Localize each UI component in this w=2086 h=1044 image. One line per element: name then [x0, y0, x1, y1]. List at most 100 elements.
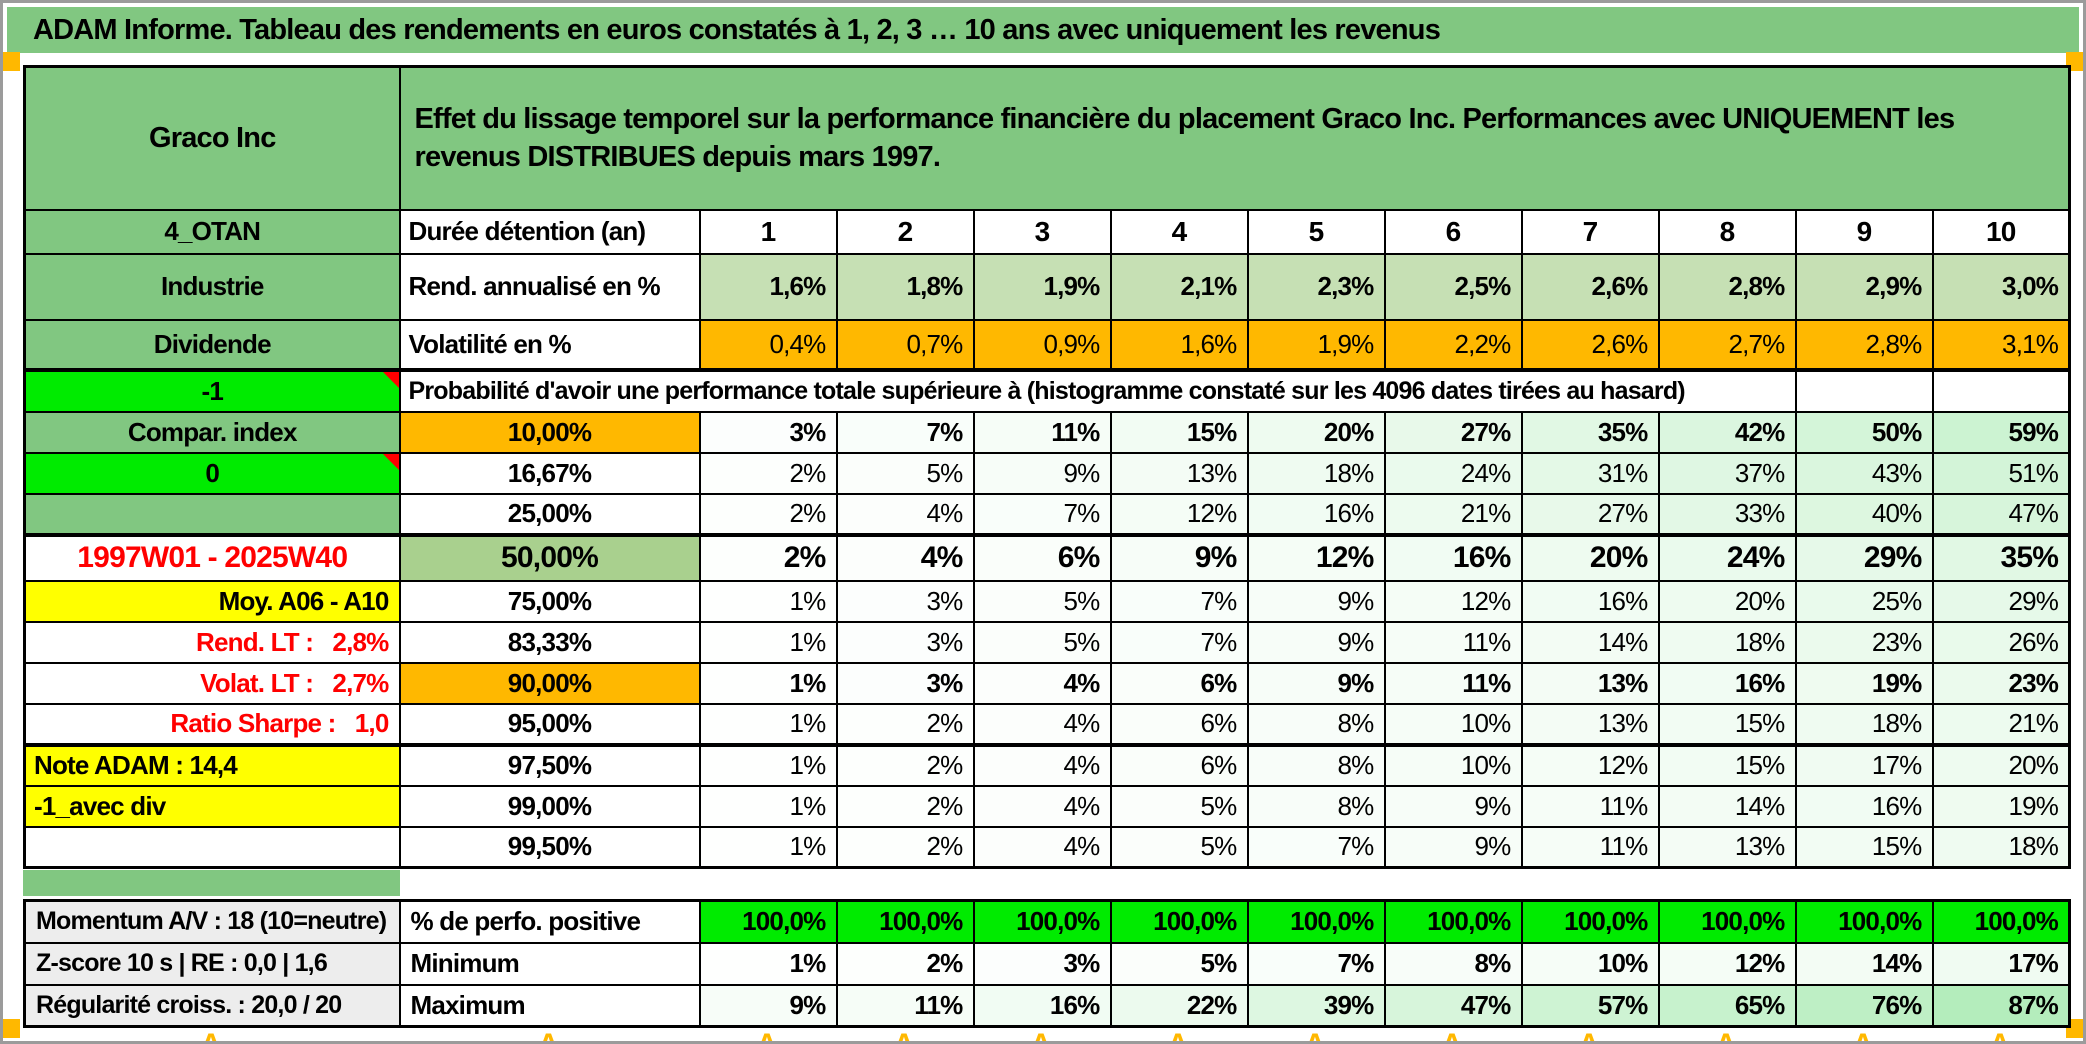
prob-value-cell[interactable]: 14% — [1520, 620, 1660, 664]
prob-value-cell[interactable]: 12% — [1109, 492, 1249, 536]
duration-label-cell[interactable]: Durée détention (an) — [398, 208, 701, 255]
volatility-cell[interactable]: 2,6% — [1520, 318, 1660, 371]
prob-value-cell[interactable]: 6% — [1109, 661, 1249, 705]
stat-value-cell[interactable]: 47% — [1383, 983, 1523, 1028]
prob-value-cell[interactable]: 4% — [972, 742, 1112, 787]
prob-value-cell[interactable]: 13% — [1520, 661, 1660, 705]
annualized-return-cell[interactable]: 1,6% — [698, 252, 838, 321]
prob-value-cell[interactable]: 5% — [1109, 825, 1249, 869]
row-label-cell[interactable]: Volat. LT : 2,7% — [23, 661, 401, 705]
prob-value-cell[interactable]: 2% — [698, 532, 838, 582]
prob-value-cell[interactable]: 24% — [1657, 532, 1797, 582]
prob-value-cell[interactable]: 17% — [1794, 742, 1934, 787]
prob-value-cell[interactable]: 11% — [972, 410, 1112, 454]
row-label-cell[interactable]: -1 — [23, 367, 401, 413]
year-cell[interactable]: 6 — [1383, 208, 1523, 255]
stat-value-cell[interactable]: 100,0% — [1109, 899, 1249, 944]
prob-value-cell[interactable]: 16% — [1657, 661, 1797, 705]
annualized-return-cell[interactable]: 1,8% — [835, 252, 975, 321]
prob-value-cell[interactable]: 3% — [698, 410, 838, 454]
prob-value-cell[interactable]: 15% — [1109, 410, 1249, 454]
volatility-cell[interactable]: 3,1% — [1931, 318, 2071, 371]
prob-value-cell[interactable]: 4% — [835, 492, 975, 536]
prob-value-cell[interactable]: 8% — [1246, 742, 1386, 787]
prob-value-cell[interactable]: 7% — [1246, 825, 1386, 869]
threshold-cell[interactable]: 25,00% — [398, 492, 701, 536]
prob-value-cell[interactable]: 18% — [1931, 825, 2071, 869]
prob-value-cell[interactable]: 4% — [972, 661, 1112, 705]
prob-value-cell[interactable]: 8% — [1246, 702, 1386, 746]
prob-value-cell[interactable]: 15% — [1794, 825, 1934, 869]
stat-value-cell[interactable]: 100,0% — [1931, 899, 2071, 944]
prob-value-cell[interactable]: 11% — [1520, 825, 1660, 869]
volatility-cell[interactable]: 0,7% — [835, 318, 975, 371]
row-label-cell[interactable]: 1997W01 - 2025W40 — [23, 532, 401, 582]
stat-value-cell[interactable]: 100,0% — [1520, 899, 1660, 944]
stat-value-cell[interactable]: 100,0% — [1657, 899, 1797, 944]
stat-value-cell[interactable]: 76% — [1794, 983, 1934, 1028]
threshold-cell[interactable]: 99,00% — [398, 784, 701, 828]
prob-value-cell[interactable]: 11% — [1383, 661, 1523, 705]
year-cell[interactable]: 3 — [972, 208, 1112, 255]
row-label-cell[interactable]: Ratio Sharpe : 1,0 — [23, 702, 401, 746]
prob-value-cell[interactable]: 37% — [1657, 451, 1797, 495]
stat-value-cell[interactable]: 100,0% — [972, 899, 1112, 944]
prob-value-cell[interactable]: 26% — [1931, 620, 2071, 664]
prob-value-cell[interactable]: 9% — [972, 451, 1112, 495]
prob-value-cell[interactable]: 7% — [1109, 579, 1249, 623]
row-label-cell[interactable]: Rend. LT : 2,8% — [23, 620, 401, 664]
prob-value-cell[interactable]: 21% — [1931, 702, 2071, 746]
empty-cell[interactable] — [1794, 367, 1934, 413]
prob-value-cell[interactable]: 15% — [1657, 742, 1797, 787]
stat-value-cell[interactable]: 11% — [835, 983, 975, 1028]
stat-value-cell[interactable]: 2% — [835, 941, 975, 986]
prob-value-cell[interactable]: 2% — [698, 492, 838, 536]
volatility-label-cell[interactable]: Volatilité en % — [398, 318, 701, 371]
prob-value-cell[interactable]: 2% — [835, 784, 975, 828]
prob-value-cell[interactable]: 7% — [1109, 620, 1249, 664]
volatility-cell[interactable]: 2,7% — [1657, 318, 1797, 371]
annualized-return-cell[interactable]: 2,8% — [1657, 252, 1797, 321]
threshold-cell[interactable]: 83,33% — [398, 620, 701, 664]
stat-label-cell[interactable]: Momentum A/V : 18 (10=neutre) — [23, 899, 401, 944]
prob-value-cell[interactable]: 12% — [1520, 742, 1660, 787]
prob-value-cell[interactable]: 19% — [1794, 661, 1934, 705]
prob-value-cell[interactable]: 7% — [972, 492, 1112, 536]
prob-value-cell[interactable]: 6% — [972, 532, 1112, 582]
stat-value-cell[interactable]: 100,0% — [835, 899, 975, 944]
prob-value-cell[interactable]: 20% — [1246, 410, 1386, 454]
prob-value-cell[interactable]: 51% — [1931, 451, 2071, 495]
prob-value-cell[interactable]: 19% — [1931, 784, 2071, 828]
stat-value-cell[interactable]: 10% — [1520, 941, 1660, 986]
prob-value-cell[interactable]: 13% — [1520, 702, 1660, 746]
year-cell[interactable]: 7 — [1520, 208, 1660, 255]
year-cell[interactable]: 2 — [835, 208, 975, 255]
prob-value-cell[interactable]: 2% — [698, 451, 838, 495]
prob-value-cell[interactable]: 18% — [1657, 620, 1797, 664]
row-label-cell[interactable]: Compar. index — [23, 410, 401, 454]
stat-value-cell[interactable]: 100,0% — [1246, 899, 1386, 944]
prob-value-cell[interactable]: 20% — [1657, 579, 1797, 623]
prob-value-cell[interactable]: 3% — [835, 661, 975, 705]
prob-value-cell[interactable]: 23% — [1794, 620, 1934, 664]
prob-value-cell[interactable]: 18% — [1246, 451, 1386, 495]
prob-value-cell[interactable]: 27% — [1383, 410, 1523, 454]
annualized-return-cell[interactable]: 2,6% — [1520, 252, 1660, 321]
prob-value-cell[interactable]: 1% — [698, 784, 838, 828]
prob-value-cell[interactable]: 4% — [972, 825, 1112, 869]
instrument-name-cell[interactable]: Graco Inc — [23, 65, 401, 211]
year-cell[interactable]: 10 — [1931, 208, 2071, 255]
prob-value-cell[interactable]: 1% — [698, 742, 838, 787]
prob-value-cell[interactable]: 9% — [1383, 825, 1523, 869]
stat-value-cell[interactable]: 22% — [1109, 983, 1249, 1028]
stat-value-cell[interactable]: 1% — [698, 941, 838, 986]
stat-value-cell[interactable]: 87% — [1931, 983, 2071, 1028]
prob-value-cell[interactable]: 6% — [1109, 742, 1249, 787]
stat-value-cell[interactable]: 17% — [1931, 941, 2071, 986]
prob-value-cell[interactable]: 1% — [698, 825, 838, 869]
prob-value-cell[interactable]: 27% — [1520, 492, 1660, 536]
annualized-return-cell[interactable]: 2,1% — [1109, 252, 1249, 321]
stat-value-cell[interactable]: 7% — [1246, 941, 1386, 986]
prob-value-cell[interactable]: 15% — [1657, 702, 1797, 746]
annualized-return-cell[interactable]: 2,9% — [1794, 252, 1934, 321]
